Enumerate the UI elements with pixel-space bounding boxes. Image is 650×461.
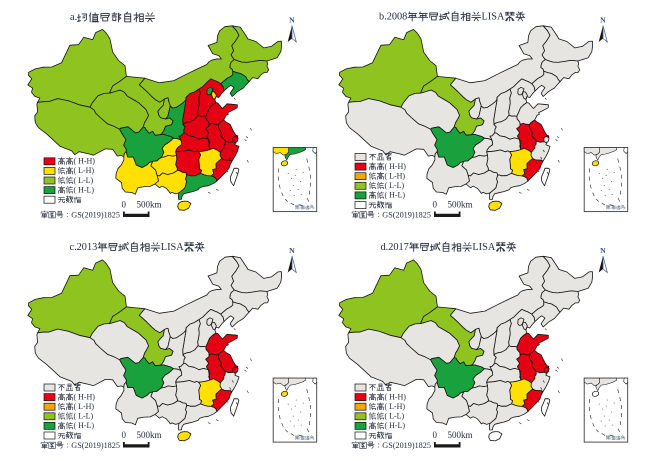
svg-text:): ): [402, 191, 405, 200]
svg-text:LISA: LISA: [161, 242, 184, 253]
svg-text:): ): [91, 412, 94, 421]
svg-text:(: (: [385, 421, 388, 430]
svg-text:): ): [91, 166, 94, 175]
svg-text:(: (: [74, 412, 77, 421]
svg-text:L-L: L-L: [78, 176, 91, 185]
svg-text:): ): [91, 176, 94, 185]
svg-text:0: 0: [433, 430, 438, 440]
svg-text:(: (: [385, 392, 388, 401]
svg-text:L-L: L-L: [389, 181, 402, 190]
svg-text:(: (: [74, 166, 77, 175]
svg-text:L-L: L-L: [78, 412, 91, 421]
svg-text:(: (: [385, 181, 388, 190]
svg-text:LISA: LISA: [482, 11, 505, 22]
svg-text:): ): [402, 172, 405, 181]
svg-text:a.: a.: [70, 12, 77, 23]
svg-text:): ): [402, 181, 405, 190]
svg-text:GS(2019)1825: GS(2019)1825: [382, 441, 431, 450]
svg-text:0: 0: [122, 200, 127, 210]
svg-text:H-H: H-H: [389, 392, 403, 401]
svg-text:H-L: H-L: [78, 185, 91, 194]
svg-text:N: N: [600, 15, 606, 24]
svg-text:): ): [91, 185, 94, 194]
svg-text:(: (: [385, 191, 388, 200]
svg-text:(: (: [385, 402, 388, 411]
svg-text:H-L: H-L: [389, 191, 402, 200]
svg-text:500km: 500km: [448, 200, 473, 210]
svg-text:): ): [403, 162, 406, 171]
svg-text:(: (: [74, 157, 77, 166]
svg-text:(: (: [74, 402, 77, 411]
svg-text:H-H: H-H: [78, 157, 92, 166]
svg-text:(: (: [74, 185, 77, 194]
svg-text:N: N: [289, 15, 295, 24]
svg-text:GS(2019)1825: GS(2019)1825: [71, 211, 120, 220]
svg-text:0: 0: [122, 430, 127, 440]
svg-text:H-L: H-L: [389, 421, 402, 430]
svg-text:(: (: [74, 421, 77, 430]
svg-text:(: (: [385, 172, 388, 181]
svg-text:GS(2019)1825: GS(2019)1825: [71, 441, 120, 450]
svg-text:500km: 500km: [137, 200, 162, 210]
svg-text:500km: 500km: [137, 430, 162, 440]
svg-text:L-L: L-L: [389, 412, 402, 421]
svg-text:(: (: [74, 392, 77, 401]
svg-text:): ): [91, 402, 94, 411]
svg-text:): ): [91, 421, 94, 430]
svg-text:N: N: [600, 246, 606, 255]
svg-text:N: N: [289, 246, 295, 255]
svg-text:(: (: [385, 412, 388, 421]
svg-text:): ): [92, 157, 95, 166]
svg-text:): ): [403, 392, 406, 401]
svg-text:): ): [402, 402, 405, 411]
svg-text:): ): [92, 392, 95, 401]
svg-text:L-H: L-H: [78, 166, 92, 175]
svg-text:500km: 500km: [448, 430, 473, 440]
svg-text:): ): [402, 412, 405, 421]
svg-text:d.2017: d.2017: [381, 242, 409, 253]
svg-text:): ): [402, 421, 405, 430]
svg-text:c.2013: c.2013: [70, 242, 98, 253]
svg-text:(: (: [385, 162, 388, 171]
svg-text:H-L: H-L: [78, 421, 91, 430]
svg-text:b.2008: b.2008: [379, 11, 407, 22]
svg-text:LISA: LISA: [472, 242, 495, 253]
svg-text:L-H: L-H: [78, 402, 92, 411]
svg-text:GS(2019)1825: GS(2019)1825: [382, 211, 431, 220]
svg-text:0: 0: [433, 200, 438, 210]
svg-text:H-H: H-H: [78, 392, 92, 401]
svg-text:H-H: H-H: [389, 162, 403, 171]
svg-text:L-H: L-H: [389, 402, 403, 411]
svg-text:(: (: [74, 176, 77, 185]
svg-text:L-H: L-H: [389, 172, 403, 181]
